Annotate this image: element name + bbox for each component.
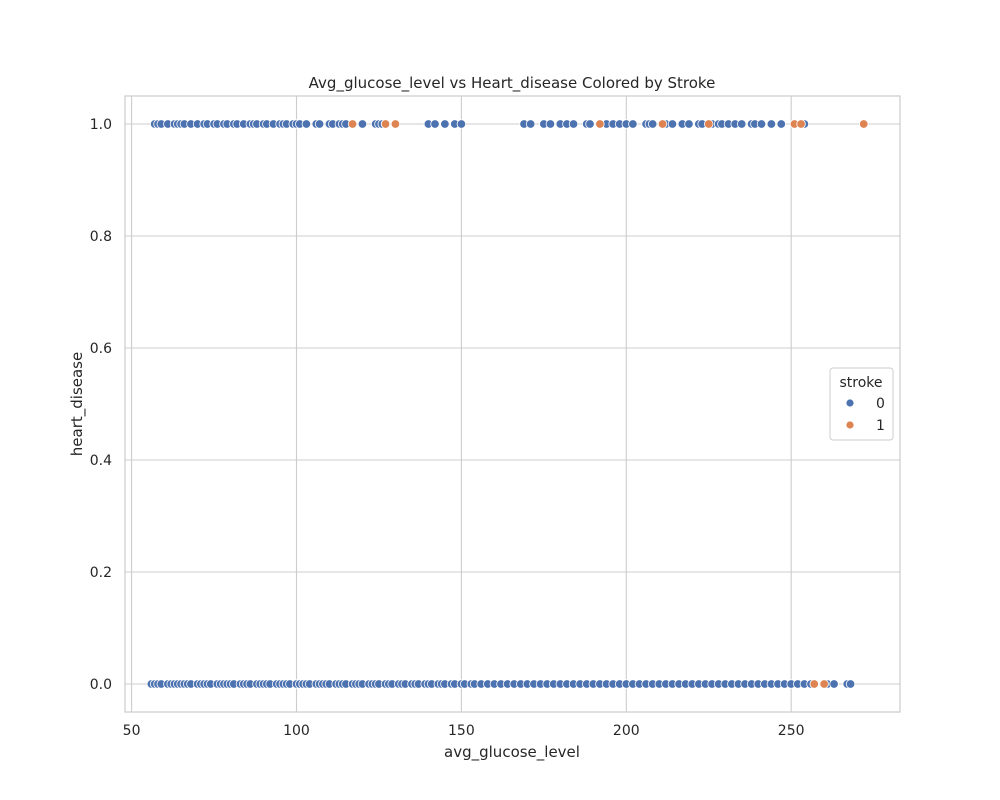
grid-lines [125, 96, 900, 712]
data-point-stroke-1 [809, 679, 819, 689]
x-tick-label: 250 [778, 723, 805, 739]
data-point-stroke-1 [595, 119, 605, 129]
x-tick-label: 200 [613, 723, 640, 739]
legend: stroke 0 1 [829, 367, 894, 441]
data-point-stroke-1 [657, 119, 668, 129]
y-axis-title: heart_disease [68, 352, 87, 456]
data-point-stroke-0 [585, 119, 595, 129]
legend-frame [829, 367, 894, 441]
data-point-stroke-0 [737, 119, 747, 129]
data-point-stroke-0 [829, 679, 839, 689]
x-axis-title: avg_glucose_level [444, 743, 580, 762]
tick-labels: 50 100 150 200 250 0.0 0.2 0.4 0.6 0.8 1.0 [90, 117, 805, 739]
y-tick-label: 1.0 [90, 117, 112, 133]
legend-marker-1 [845, 420, 855, 430]
data-point-stroke-0 [845, 679, 856, 689]
data-point-stroke-0 [430, 119, 440, 129]
legend-label-0: 0 [876, 396, 885, 412]
legend-label-1: 1 [876, 418, 885, 434]
data-point-stroke-0 [314, 119, 325, 129]
data-points [146, 119, 869, 689]
chart-title: Avg_glucose_level vs Heart_disease Color… [309, 74, 716, 93]
data-point-stroke-0 [568, 119, 579, 129]
legend-title: stroke [839, 375, 882, 391]
plot-area-frame [124, 95, 901, 713]
x-tick-label: 150 [448, 723, 475, 739]
data-point-stroke-0 [440, 119, 450, 129]
data-point-stroke-1 [704, 119, 714, 129]
data-point-stroke-0 [776, 119, 786, 129]
x-tick-label: 50 [123, 723, 141, 739]
y-tick-label: 0.2 [90, 565, 112, 581]
data-point-stroke-0 [456, 119, 467, 129]
y-tick-label: 0.8 [90, 229, 112, 245]
data-point-stroke-1 [347, 119, 358, 129]
data-point-stroke-0 [525, 119, 536, 129]
data-point-stroke-1 [380, 119, 391, 129]
y-tick-label: 0.4 [90, 453, 112, 469]
data-point-stroke-1 [796, 119, 806, 129]
data-point-stroke-0 [647, 119, 658, 129]
data-point-stroke-0 [756, 119, 767, 129]
data-point-stroke-0 [357, 119, 368, 129]
data-point-stroke-0 [667, 119, 678, 129]
data-point-stroke-1 [819, 679, 829, 689]
y-tick-label: 0.0 [90, 677, 112, 693]
data-point-stroke-0 [628, 119, 638, 129]
data-point-stroke-0 [684, 119, 694, 129]
legend-marker-0 [845, 398, 855, 408]
data-point-stroke-1 [390, 119, 401, 129]
data-point-stroke-0 [301, 119, 312, 129]
y-tick-label: 0.6 [90, 341, 112, 357]
x-tick-label: 100 [283, 723, 310, 739]
data-point-stroke-0 [545, 119, 556, 129]
data-point-stroke-1 [859, 119, 869, 129]
data-point-stroke-0 [766, 119, 777, 129]
